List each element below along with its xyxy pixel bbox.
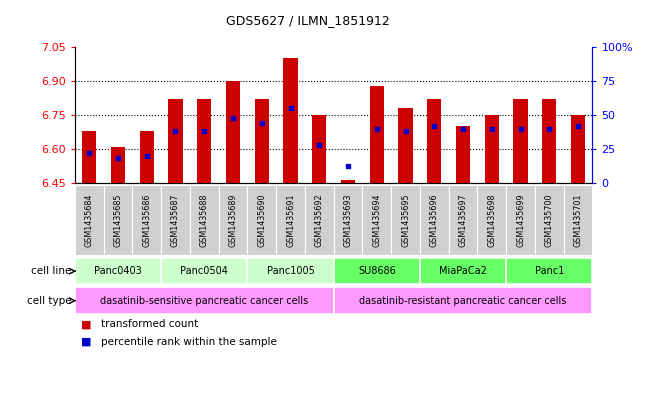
Bar: [535, 185, 564, 255]
Text: dasatinib-sensitive pancreatic cancer cells: dasatinib-sensitive pancreatic cancer ce…: [100, 296, 309, 306]
Text: GSM1435701: GSM1435701: [574, 193, 583, 247]
Bar: [161, 258, 247, 285]
Text: cell type: cell type: [27, 296, 72, 306]
Text: SU8686: SU8686: [358, 266, 396, 276]
Bar: [333, 287, 592, 314]
Text: GSM1435696: GSM1435696: [430, 193, 439, 247]
Bar: [484, 115, 499, 183]
Text: GSM1435694: GSM1435694: [372, 193, 381, 247]
Bar: [226, 81, 240, 183]
Bar: [333, 258, 420, 285]
Text: GSM1435686: GSM1435686: [143, 193, 151, 247]
Bar: [398, 108, 413, 183]
Bar: [427, 99, 441, 183]
Text: GSM1435689: GSM1435689: [229, 193, 238, 247]
Text: GSM1435699: GSM1435699: [516, 193, 525, 247]
Text: GSM1435685: GSM1435685: [113, 193, 122, 247]
Bar: [456, 126, 470, 183]
Bar: [276, 185, 305, 255]
Bar: [139, 131, 154, 183]
Bar: [219, 185, 247, 255]
Bar: [82, 131, 96, 183]
Text: cell line: cell line: [31, 266, 72, 276]
Bar: [420, 185, 449, 255]
Bar: [75, 185, 104, 255]
Text: GSM1435687: GSM1435687: [171, 193, 180, 247]
Bar: [283, 59, 298, 183]
Bar: [312, 115, 326, 183]
Text: GDS5627 / ILMN_1851912: GDS5627 / ILMN_1851912: [226, 15, 389, 28]
Text: transformed count: transformed count: [101, 319, 198, 329]
Bar: [247, 258, 333, 285]
Bar: [420, 258, 506, 285]
Text: MiaPaCa2: MiaPaCa2: [439, 266, 487, 276]
Text: Panc0504: Panc0504: [180, 266, 229, 276]
Text: GSM1435695: GSM1435695: [401, 193, 410, 247]
Text: GSM1435697: GSM1435697: [458, 193, 467, 247]
Text: GSM1435684: GSM1435684: [85, 193, 94, 247]
Bar: [391, 185, 420, 255]
Bar: [190, 185, 219, 255]
Bar: [506, 185, 535, 255]
Text: GSM1435690: GSM1435690: [257, 193, 266, 247]
Bar: [255, 99, 269, 183]
Bar: [111, 147, 125, 183]
Text: ■: ■: [81, 337, 92, 347]
Text: GSM1435700: GSM1435700: [545, 193, 554, 247]
Bar: [449, 185, 477, 255]
Text: GSM1435688: GSM1435688: [200, 193, 209, 247]
Bar: [305, 185, 333, 255]
Bar: [75, 258, 161, 285]
Bar: [75, 287, 333, 314]
Text: Panc0403: Panc0403: [94, 266, 142, 276]
Bar: [341, 180, 355, 183]
Bar: [542, 99, 557, 183]
Bar: [197, 99, 212, 183]
Bar: [132, 185, 161, 255]
Text: GSM1435692: GSM1435692: [315, 193, 324, 247]
Text: Panc1005: Panc1005: [266, 266, 314, 276]
Bar: [564, 185, 592, 255]
Text: GSM1435691: GSM1435691: [286, 193, 295, 247]
Text: GSM1435698: GSM1435698: [488, 193, 496, 247]
Bar: [506, 258, 592, 285]
Bar: [477, 185, 506, 255]
Bar: [161, 185, 190, 255]
Bar: [169, 99, 183, 183]
Bar: [363, 185, 391, 255]
Bar: [370, 86, 384, 183]
Text: Panc1: Panc1: [534, 266, 564, 276]
Bar: [247, 185, 276, 255]
Bar: [571, 115, 585, 183]
Text: dasatinib-resistant pancreatic cancer cells: dasatinib-resistant pancreatic cancer ce…: [359, 296, 567, 306]
Bar: [104, 185, 132, 255]
Bar: [514, 99, 528, 183]
Text: GSM1435693: GSM1435693: [344, 193, 352, 247]
Text: percentile rank within the sample: percentile rank within the sample: [101, 337, 277, 347]
Bar: [333, 185, 363, 255]
Text: ■: ■: [81, 319, 92, 329]
